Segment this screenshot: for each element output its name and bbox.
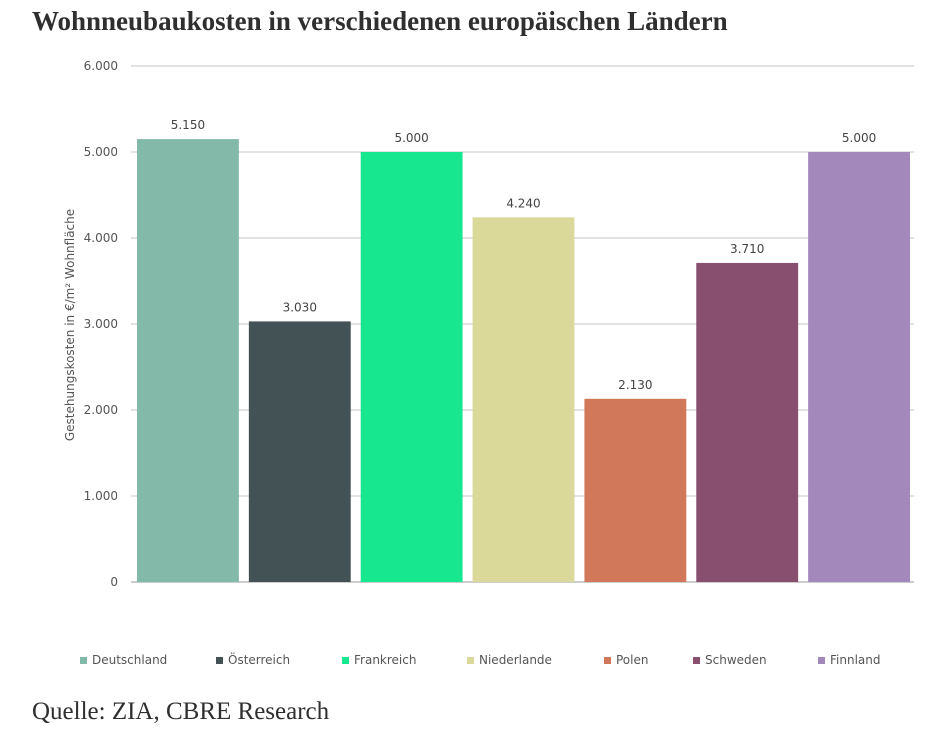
y-tick-label: 5.000 (84, 145, 118, 159)
y-tick-label: 1.000 (84, 489, 118, 503)
legend-label: Polen (616, 653, 648, 667)
legend-swatch (342, 657, 349, 664)
data-label: 5.000 (394, 131, 428, 145)
bar (137, 139, 239, 582)
legend-label: Frankreich (354, 653, 416, 667)
y-axis-label: Gestehungskosten in €/m² Wohnfläche (63, 209, 77, 441)
y-tick-label: 6.000 (84, 59, 118, 73)
bar (360, 152, 463, 582)
bar (696, 262, 799, 582)
legend-item: Polen (604, 653, 648, 667)
legend-swatch (467, 657, 474, 664)
legend-item: Finnland (818, 653, 880, 667)
bar (248, 321, 351, 582)
legend-item: Frankreich (342, 653, 416, 667)
legend-label: Schweden (705, 653, 767, 667)
legend-label: Österreich (228, 651, 290, 667)
y-tick-label: 3.000 (84, 317, 118, 331)
legend-swatch (216, 657, 223, 664)
data-label: 2.130 (618, 378, 652, 392)
y-axis-ticks: 0 1.000 2.000 3.000 4.000 5.000 6.000 (84, 59, 118, 589)
legend-swatch (818, 657, 825, 664)
legend-label: Finnland (830, 653, 880, 667)
bar-chart: 0 1.000 2.000 3.000 4.000 5.000 6.000 Gestehun… (63, 59, 914, 667)
data-label: 4.240 (506, 196, 540, 210)
legend-swatch (604, 657, 611, 664)
y-tick-label: 0 (110, 575, 118, 589)
source-note: Quelle: ZIA, CBRE Research (32, 698, 330, 725)
data-label: 3.030 (283, 300, 317, 314)
data-label: 5.150 (171, 118, 205, 132)
bar (472, 217, 575, 583)
chart-title: Wohnneubaukosten in verschiedenen europä… (32, 6, 728, 36)
y-tick-label: 4.000 (84, 231, 118, 245)
legend-swatch (80, 657, 87, 664)
legend-item: Niederlande (467, 653, 552, 667)
legend-label: Niederlande (479, 653, 552, 667)
bar (808, 152, 910, 582)
legend-item: Österreich (216, 651, 290, 667)
data-label: 5.000 (842, 131, 876, 145)
legend: Deutschland Österreich Frankreich Niederlan… (80, 651, 880, 667)
bar (584, 398, 687, 582)
legend-swatch (693, 657, 700, 664)
legend-item: Schweden (693, 653, 767, 667)
data-labels: 5.150 3.030 5.000 4.240 2.130 3.710 5.000 (171, 118, 877, 392)
data-label: 3.710 (730, 242, 764, 256)
y-tick-label: 2.000 (84, 403, 118, 417)
legend-item: Deutschland (80, 653, 167, 667)
bars (137, 139, 910, 583)
legend-label: Deutschland (92, 653, 167, 667)
